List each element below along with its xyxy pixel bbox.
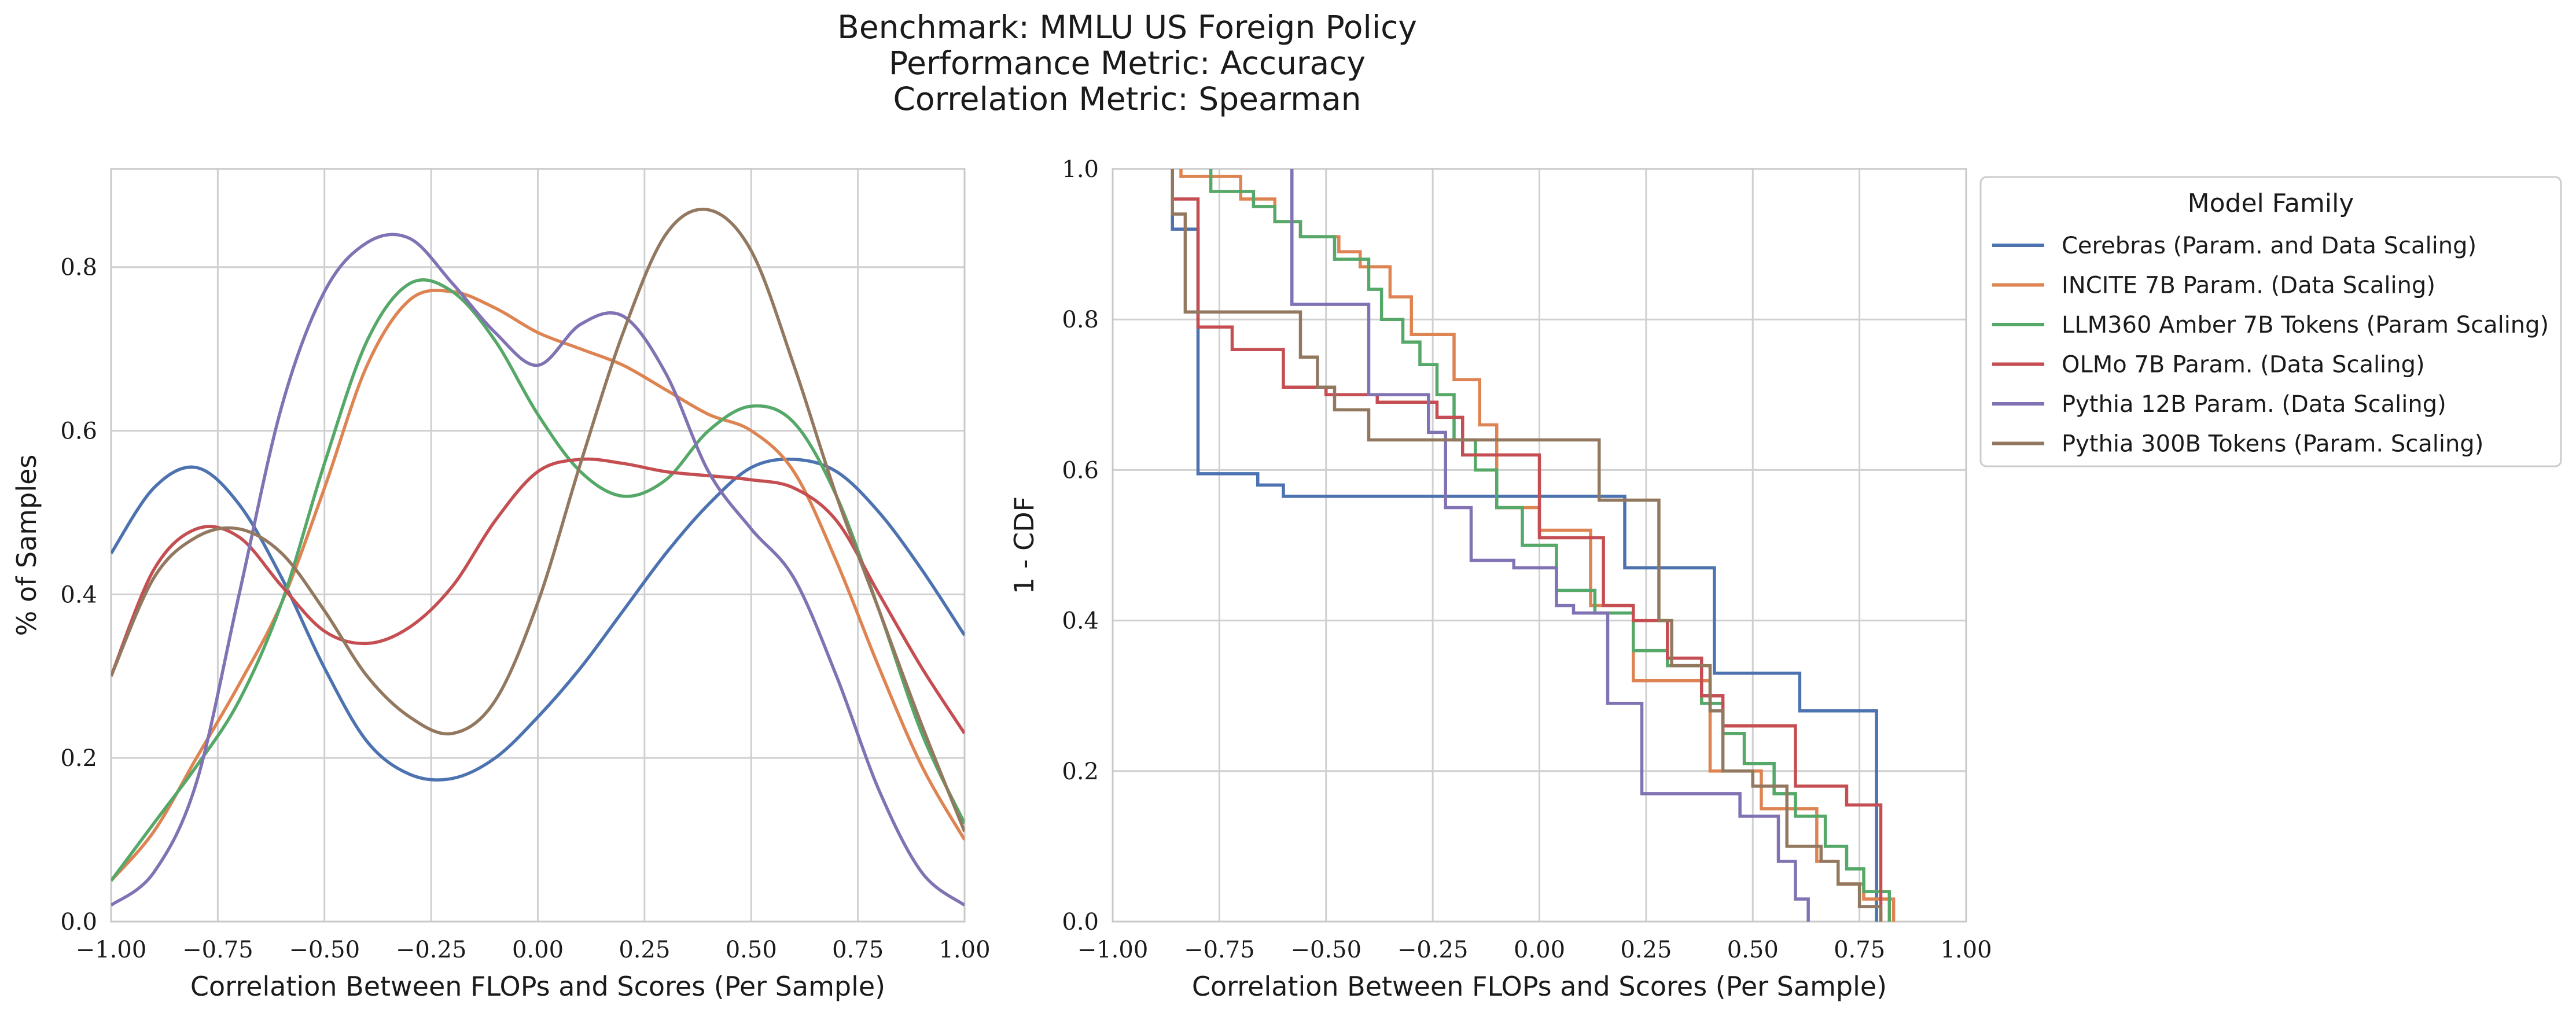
x-tick-label: 0.75 [832,937,884,963]
y-tick-label: 0.4 [1062,608,1099,635]
x-tick-label: 0.00 [512,937,564,963]
x-tick-label: −0.75 [1184,937,1255,963]
x-axis-label: Correlation Between FLOPs and Scores (Pe… [1192,971,1887,1002]
y-tick-label: 0.0 [60,909,97,935]
legend-entry-label: Pythia 12B Param. (Data Scaling) [2062,391,2446,418]
x-tick-label: 1.00 [1940,937,1992,963]
x-tick-label: −0.25 [1397,937,1469,963]
y-tick-label: 1.0 [1062,156,1099,183]
kde-series-line [111,289,965,882]
kde-series-line [111,233,965,907]
kde-series-line [111,208,965,833]
x-tick-label: 0.50 [726,937,777,963]
x-tick-label: −0.75 [182,937,253,963]
y-axis-label: 1 - CDF [1009,496,1040,594]
x-tick-label: −1.00 [76,937,147,963]
legend-entry-label: INCITE 7B Param. (Data Scaling) [2062,272,2435,299]
y-tick-label: 0.6 [1062,457,1099,484]
kde-series-line [111,457,965,735]
y-axis-label: % of Samples [11,455,42,636]
x-tick-label: 1.00 [939,937,990,963]
y-tick-label: 0.8 [60,255,97,281]
x-tick-label: −0.50 [289,937,360,963]
cdf-series-line [1209,169,1891,922]
y-tick-label: 0.4 [60,581,97,608]
x-tick-label: 0.50 [1727,937,1779,963]
y-tick-label: 0.2 [60,745,97,772]
cdf-series-line [1290,169,1810,922]
legend-entry-label: Pythia 300B Tokens (Param. Scaling) [2062,431,2483,458]
kde-series-line [111,458,965,782]
x-tick-label: −1.00 [1077,937,1149,963]
x-tick-label: 0.00 [1514,937,1565,963]
kde-plot: −1.00 −0.75 −0.50 −0.25 0.00 0.25 0.50 0.75 1.00… [11,168,991,1002]
cdf-series-line [1171,169,1883,922]
plot-frame [1112,168,1967,923]
legend-box [1979,176,2562,467]
legend-entry-label: OLMo 7B Param. (Data Scaling) [2062,352,2425,378]
cdf-plot: −1.00 −0.75 −0.50 −0.25 0.00 0.25 0.50 0.75 1.00… [1009,156,1992,1002]
x-axis-label: Correlation Between FLOPs and Scores (Pe… [190,971,885,1002]
cdf-series-line [1171,169,1883,922]
figure-title-line2: Performance Metric: Accuracy [889,45,1366,82]
x-tick-label: 0.25 [1620,937,1672,963]
x-tick-label: 0.75 [1834,937,1885,963]
cdf-series-line [1171,169,1878,922]
figure-title-line1: Benchmark: MMLU US Foreign Policy [837,9,1417,46]
plot-frame [110,168,966,923]
legend-entry-label: LLM360 Amber 7B Tokens (Param Scaling) [2062,312,2549,338]
x-tick-label: −0.50 [1290,937,1361,963]
y-tick-label: 0.6 [60,418,97,445]
figure-title-line3: Correlation Metric: Spearman [893,80,1361,117]
legend-entry-label: Cerebras (Param. and Data Scaling) [2062,233,2476,259]
y-tick-label: 0.0 [1062,909,1099,935]
legend: Model Family Cerebras (Param. and Data Sc… [1979,176,2562,467]
x-tick-label: 0.25 [619,937,670,963]
legend-title: Model Family [2188,189,2354,218]
y-tick-label: 0.8 [1062,307,1099,333]
y-tick-label: 0.2 [1062,758,1099,785]
x-tick-label: −0.25 [396,937,467,963]
